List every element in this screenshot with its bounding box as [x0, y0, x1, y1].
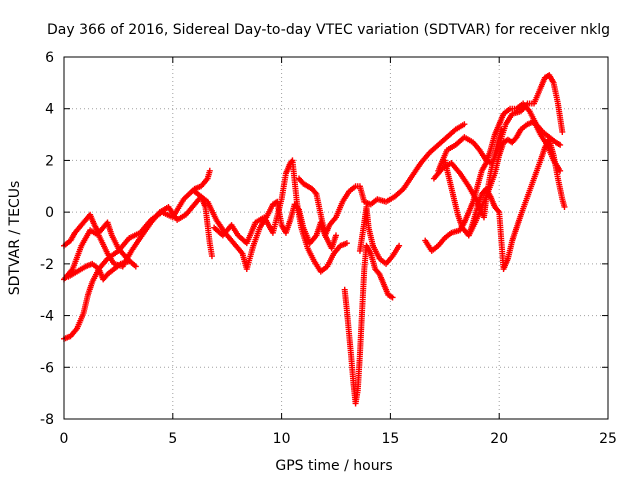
- data-point: [561, 203, 568, 210]
- y-tick-label: -2: [40, 257, 54, 273]
- series-track-9: [356, 203, 403, 267]
- data-point: [461, 121, 468, 128]
- x-tick-label: 10: [273, 431, 291, 447]
- series-track-8: [341, 242, 396, 407]
- x-tick-label: 5: [168, 431, 177, 447]
- series-track-4: [65, 258, 133, 283]
- data-point: [557, 167, 564, 174]
- data-point: [132, 263, 139, 270]
- y-tick-label: 0: [45, 205, 54, 221]
- data-point: [557, 141, 564, 148]
- data-point: [559, 128, 566, 135]
- data-point: [208, 253, 215, 260]
- series-track-14: [430, 126, 505, 221]
- x-tick-label: 15: [381, 431, 399, 447]
- series-track-2: [61, 167, 213, 342]
- chart-title: Day 366 of 2016, Sidereal Day-to-day VTE…: [47, 22, 610, 38]
- y-tick-label: -4: [40, 309, 54, 325]
- x-tick-label: 25: [599, 431, 617, 447]
- data-point: [495, 207, 502, 214]
- data-point: [375, 269, 382, 276]
- data-point: [333, 232, 339, 239]
- y-tick-label: 4: [45, 102, 54, 118]
- plot-frame: [63, 56, 609, 420]
- x-tick-label: 20: [490, 431, 508, 447]
- y-axis-label: SDTVAR / TECUs: [7, 181, 23, 296]
- x-axis-ticks: 0 5 10 15 20 25: [60, 57, 617, 447]
- data-points: [61, 72, 568, 407]
- series-track-6: [211, 157, 350, 275]
- y-tick-label: 2: [45, 153, 54, 169]
- data-point: [126, 258, 133, 265]
- y-tick-label: -8: [40, 412, 54, 428]
- data-point: [498, 126, 505, 133]
- data-point: [343, 240, 350, 247]
- data-point: [396, 242, 403, 249]
- data-point: [312, 189, 319, 196]
- y-tick-label: -6: [40, 360, 54, 376]
- x-tick-label: 0: [60, 431, 69, 447]
- y-tick-label: 6: [45, 50, 54, 66]
- data-point: [206, 167, 213, 174]
- series-track-3: [61, 211, 139, 270]
- x-axis-label: GPS time / hours: [275, 458, 392, 474]
- data-point: [389, 294, 396, 301]
- series-track-7: [296, 121, 468, 239]
- series-track-13: [465, 136, 568, 273]
- y-axis-ticks: -8 -6 -4 -2 0 2 4 6: [40, 50, 608, 428]
